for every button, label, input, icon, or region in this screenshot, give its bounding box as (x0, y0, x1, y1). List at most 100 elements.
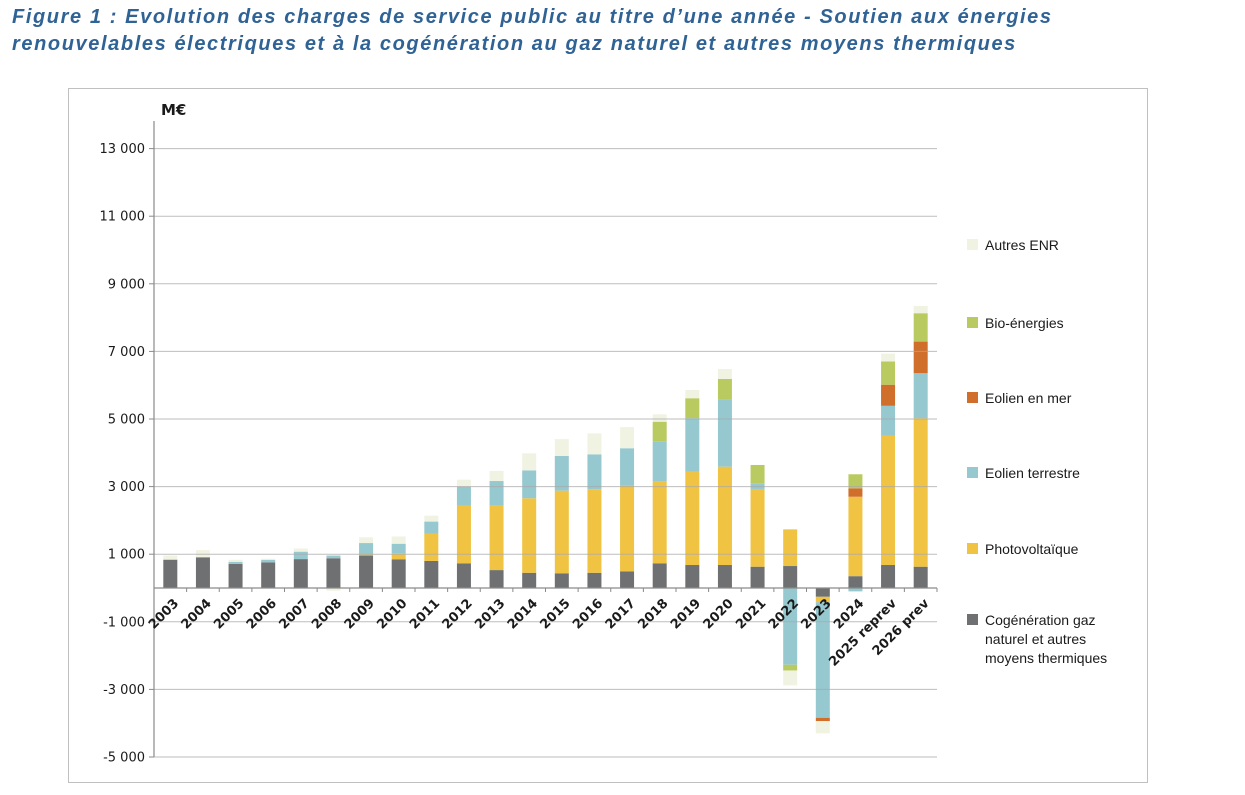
legend-label: Eolien terrestre (985, 465, 1080, 481)
bar-segment (848, 576, 863, 588)
bar-segment (783, 664, 798, 671)
bar-segment (228, 561, 243, 564)
legend-swatch (967, 614, 978, 625)
x-tick-label: 2016 (570, 596, 606, 632)
y-tick-label: -1 000 (103, 615, 145, 630)
bar-segment (815, 717, 830, 722)
bar-segment (293, 551, 308, 560)
y-tick-label: -5 000 (103, 751, 145, 766)
legend-label: Cogénération gaz naturel et autres moyen… (985, 612, 1108, 666)
x-tick-label: 2014 (505, 596, 541, 632)
x-tick-label: 2011 (407, 596, 443, 632)
bar-segment (359, 543, 374, 555)
figure-title-line2: renouvelables électriques et à la cogéné… (12, 33, 1017, 55)
bar-segment (326, 588, 341, 591)
bar-segment (652, 421, 667, 442)
bar-segment (228, 563, 243, 588)
x-tick-label: 2006 (244, 596, 280, 632)
bar-segment (489, 570, 504, 588)
bar-segment (587, 433, 602, 455)
bar-segment (522, 572, 537, 588)
bar-segment (881, 405, 896, 436)
legend-swatch (967, 239, 978, 250)
bar-segment (163, 555, 178, 560)
x-tick-label: 2009 (342, 596, 378, 632)
bar-segment (750, 464, 765, 484)
bar-segment (848, 474, 863, 489)
bar-segment (261, 558, 276, 560)
x-tick-label: 2013 (472, 596, 508, 632)
bar-segment (913, 313, 928, 342)
bar-segment (424, 515, 439, 522)
bar-segment (391, 543, 406, 554)
bar-segment (587, 489, 602, 573)
bar-segment (848, 488, 863, 497)
bar-segment (815, 596, 830, 603)
bar-segment (620, 448, 635, 486)
bar-segment (881, 565, 896, 588)
legend-swatch (967, 467, 978, 478)
bar-segment (652, 441, 667, 482)
legend-item-1: Bio-énergies (967, 314, 1117, 333)
bar-segment (456, 563, 471, 588)
bar-segment (881, 435, 896, 566)
y-tick-label: 5 000 (108, 413, 145, 428)
bar-segment (456, 486, 471, 506)
bar-segment (717, 466, 732, 566)
bar-segment (685, 565, 700, 588)
bar-segment (815, 588, 830, 597)
x-tick-label: 2007 (276, 596, 312, 632)
bar-segment (489, 481, 504, 506)
bar-segment (750, 488, 765, 567)
bar-segment (652, 414, 667, 422)
bar-segment (195, 550, 210, 557)
bar-segment (326, 558, 341, 588)
bar-segment (522, 470, 537, 499)
y-tick-label: 11 000 (100, 210, 146, 225)
x-tick-label: 2015 (537, 596, 573, 632)
axis-unit-label: M€ (161, 101, 186, 119)
bar-segment (359, 554, 374, 556)
bar-segment (685, 398, 700, 419)
bar-segment (424, 533, 439, 561)
bar-segment (881, 353, 896, 362)
bar-segment (359, 537, 374, 544)
x-tick-label: 2018 (635, 596, 671, 632)
bar-segment (881, 361, 896, 385)
legend-item-2: Eolien en mer (967, 389, 1117, 408)
bar-segment (652, 563, 667, 588)
legend-label: Eolien en mer (985, 390, 1072, 406)
bar-segment (554, 490, 569, 574)
bar-segment (456, 505, 471, 564)
stacked-bar-chart: 13 000 11 000 9 000 7 000 5 000 3 000 1 000 -1 … (100, 101, 938, 766)
bar-segment (261, 559, 276, 563)
bar-segment (717, 378, 732, 400)
bar-segment (685, 471, 700, 566)
bar-segment (685, 418, 700, 472)
x-tick-label: 2004 (179, 596, 215, 632)
bar-segment (424, 521, 439, 534)
legend-item-5: Cogénération gaz naturel et autres moyen… (967, 611, 1117, 668)
x-tick-label: 2017 (603, 596, 639, 632)
bar-segment (522, 498, 537, 573)
bar-segment (717, 399, 732, 467)
bar-segment (424, 560, 439, 588)
bar-segment (554, 456, 569, 491)
chart-container: 13 000 11 000 9 000 7 000 5 000 3 000 1 000 -1 … (68, 88, 1148, 783)
legend-swatch (967, 543, 978, 554)
bar-segment (783, 588, 798, 665)
y-tick-label: 7 000 (108, 345, 145, 360)
bar-segment (522, 453, 537, 471)
bar-segment (391, 553, 406, 560)
legend-item-4: Photovoltaïque (967, 540, 1117, 559)
bar-segment (717, 368, 732, 379)
y-tick-label: 9 000 (108, 277, 145, 292)
y-tick-label: 13 000 (100, 142, 146, 157)
x-tick-label: 2021 (733, 596, 769, 632)
bar-segment (554, 573, 569, 588)
x-tick-label: 2008 (309, 596, 345, 632)
bar-segment (783, 566, 798, 588)
bar-segment (881, 384, 896, 406)
bar-segment (163, 559, 178, 560)
